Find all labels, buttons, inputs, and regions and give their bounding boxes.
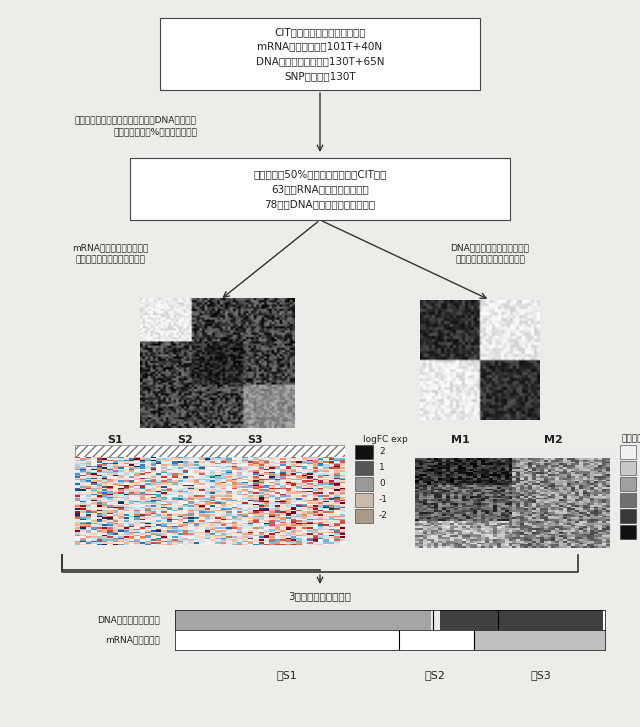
- Text: 2: 2: [379, 448, 385, 457]
- Bar: [620, 461, 636, 475]
- Text: mRNA発現プロファイルの: mRNA発現プロファイルの: [72, 244, 148, 252]
- Text: コンセンサスクラスタリング: コンセンサスクラスタリング: [75, 255, 145, 265]
- Bar: [620, 445, 636, 459]
- Bar: [130, 158, 510, 220]
- Text: -2: -2: [379, 512, 388, 521]
- Bar: [355, 461, 373, 475]
- Text: mRNAサブタイプ: mRNAサブタイプ: [105, 635, 160, 645]
- Bar: [355, 477, 373, 491]
- Bar: [620, 525, 636, 539]
- Text: ベータ値: ベータ値: [621, 435, 640, 443]
- Text: S1: S1: [107, 435, 123, 445]
- Bar: [160, 18, 480, 90]
- Text: 少なくとも50%の腫瘍細胞があるCIT試料
63個のRNA発現プロファイル
78個のDNAメチル化プロファイル: 少なくとも50%の腫瘍細胞があるCIT試料 63個のRNA発現プロファイル 78…: [253, 169, 387, 209]
- Text: -1: -1: [379, 496, 388, 505]
- Text: ～S2: ～S2: [425, 670, 445, 680]
- Text: S3: S3: [247, 435, 263, 445]
- Text: ～S1: ～S1: [276, 670, 297, 680]
- Bar: [620, 509, 636, 523]
- Bar: [620, 477, 636, 491]
- Text: CITマルチオミックスコホート
mRNA発現アレイ：101T+40N
DNAメチル化アレイ：130T+65N
SNPアレイ：130T: CITマルチオミックスコホート mRNA発現アレイ：101T+40N DNAメチ…: [256, 27, 384, 81]
- Text: ～S3: ～S3: [530, 670, 551, 680]
- Text: 1: 1: [379, 464, 385, 473]
- Bar: [620, 493, 636, 507]
- Bar: [355, 509, 373, 523]
- Text: DNAメチルサブタイプ: DNAメチルサブタイプ: [97, 616, 160, 624]
- Text: 0: 0: [379, 480, 385, 489]
- Text: コンセンサスクラスタリング: コンセンサスクラスタリング: [455, 255, 525, 265]
- Text: S2: S2: [177, 435, 193, 445]
- Text: データを用いた%腫瘍細胞の推定: データを用いた%腫瘍細胞の推定: [113, 127, 197, 137]
- Bar: [355, 445, 373, 459]
- Text: 3個の腫瘍サブタイプ: 3個の腫瘍サブタイプ: [289, 591, 351, 601]
- Text: 腫瘍及び隣接正常組織についてのDNAメチル化: 腫瘍及び隣接正常組織についてのDNAメチル化: [74, 116, 196, 124]
- Text: M1: M1: [451, 435, 469, 445]
- Bar: [355, 493, 373, 507]
- Text: M2: M2: [543, 435, 563, 445]
- Text: logFC exp: logFC exp: [363, 435, 408, 443]
- Text: DNAメチル化プロファイルの: DNAメチル化プロファイルの: [451, 244, 529, 252]
